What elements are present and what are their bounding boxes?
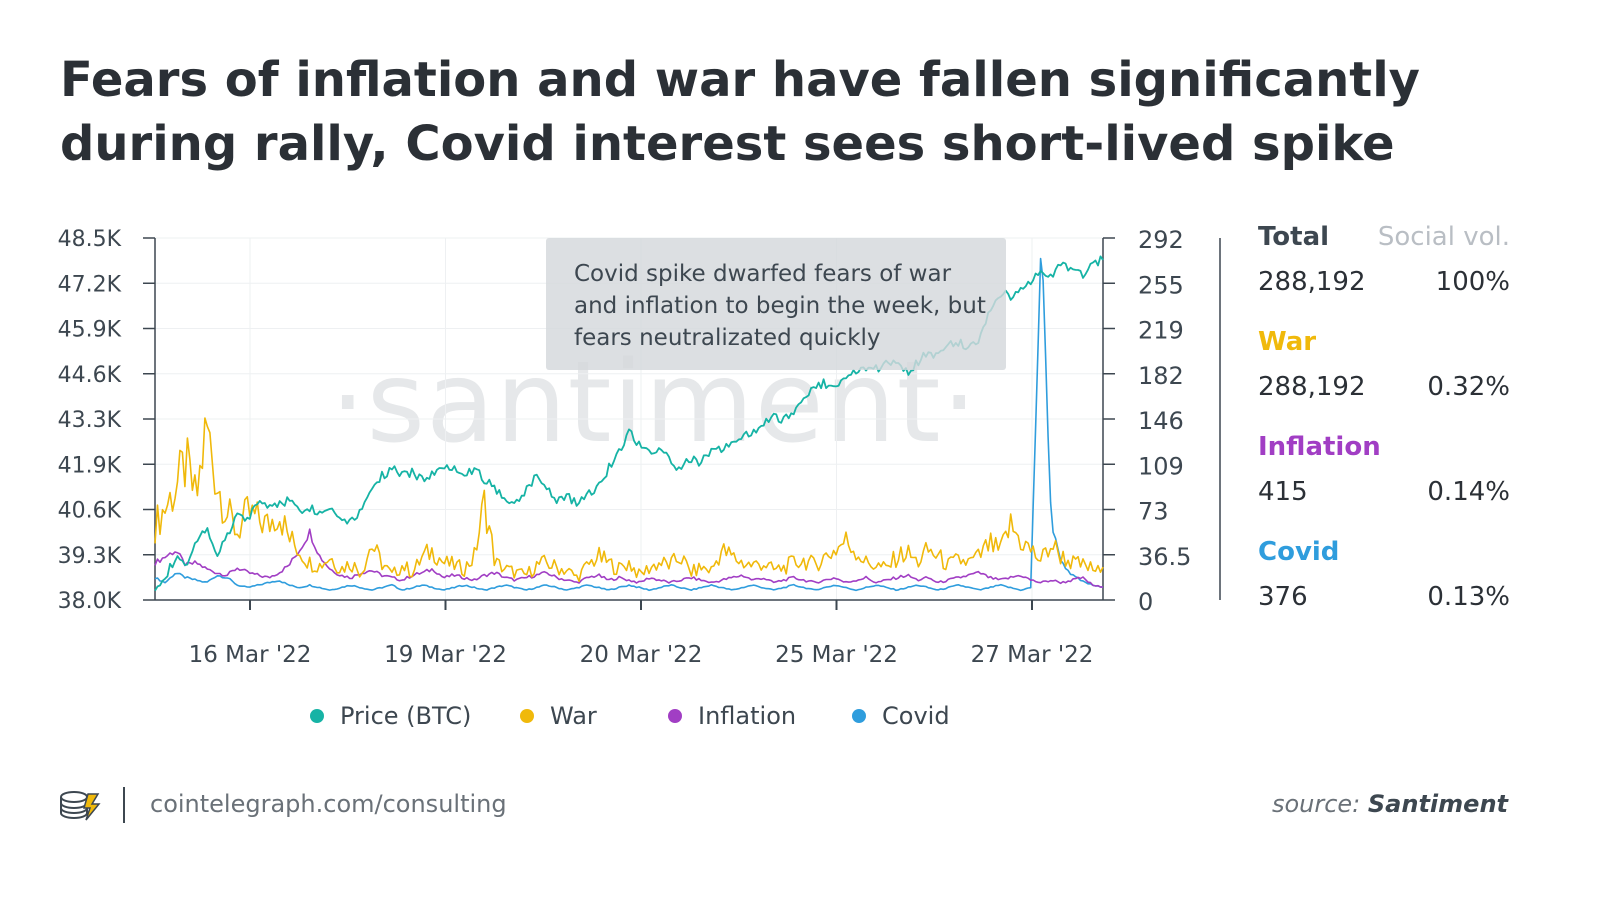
- legend-dot-war: [520, 709, 534, 723]
- legend-label-price: Price (BTC): [340, 702, 472, 730]
- right-tick-label: 182: [1138, 362, 1184, 390]
- total-value: 288,192: [1258, 267, 1366, 297]
- left-tick-label: 48.5K: [58, 227, 122, 252]
- right-tick-label: 292: [1138, 226, 1184, 254]
- source-name: Santiment: [1367, 790, 1508, 818]
- inflation-header-row: Inflation: [1258, 432, 1510, 472]
- legend-item-price[interactable]: Price (BTC): [310, 702, 471, 730]
- legend-item-war[interactable]: War: [520, 702, 597, 730]
- war-label: War: [1258, 327, 1317, 357]
- war-header-row: War: [1258, 327, 1510, 367]
- covid-values-row: 376 0.13%: [1258, 582, 1510, 622]
- series-line-war: [154, 417, 1104, 583]
- annotation-box: Covid spike dwarfed fears of war and inf…: [546, 238, 1006, 370]
- chart-title: Fears of inflation and war have fallen s…: [60, 52, 1420, 172]
- x-tick-label: 19 Mar '22: [384, 642, 507, 668]
- war-values-row: 288,192 0.32%: [1258, 372, 1510, 412]
- series-line-covid: [154, 257, 1104, 592]
- total-header-row: Total Social vol.: [1258, 222, 1510, 262]
- inflation-values-row: 415 0.14%: [1258, 477, 1510, 517]
- total-label: Total: [1258, 222, 1330, 252]
- left-tick-label: 45.9K: [58, 318, 122, 343]
- annotation-text: Covid spike dwarfed fears of war and inf…: [574, 261, 986, 351]
- war-value: 288,192: [1258, 372, 1366, 402]
- legend-label-covid: Covid: [882, 702, 950, 730]
- legend-dot-inflation: [668, 709, 682, 723]
- legend-item-inflation[interactable]: Inflation: [668, 702, 796, 730]
- footer-source: source: Santiment: [1272, 790, 1508, 818]
- source-prefix: source:: [1271, 790, 1361, 818]
- footer-separator: [123, 787, 125, 823]
- covid-pct: 0.13%: [1427, 582, 1510, 612]
- left-tick-label: 43.3K: [58, 408, 122, 433]
- legend-dot-covid: [852, 709, 866, 723]
- cointelegraph-logo-icon: [60, 791, 101, 821]
- covid-value: 376: [1258, 582, 1308, 612]
- x-tick-label: 20 Mar '22: [580, 642, 703, 668]
- total-values-row: 288,192 100%: [1258, 267, 1510, 307]
- right-tick-label: 219: [1138, 317, 1184, 345]
- covid-label: Covid: [1258, 537, 1340, 567]
- inflation-label: Inflation: [1258, 432, 1381, 462]
- x-tick-label: 25 Mar '22: [775, 642, 898, 668]
- right-tick-label: 146: [1138, 407, 1184, 435]
- left-tick-label: 41.9K: [58, 453, 122, 478]
- x-tick-label: 27 Mar '22: [971, 642, 1094, 668]
- war-pct: 0.32%: [1427, 372, 1510, 402]
- inflation-value: 415: [1258, 477, 1308, 507]
- footer-link[interactable]: cointelegraph.com/consulting: [150, 790, 507, 818]
- inflation-pct: 0.14%: [1427, 477, 1510, 507]
- series-line-inflation: [154, 528, 1104, 588]
- right-tick-label: 109: [1138, 452, 1184, 480]
- left-tick-label: 39.3K: [58, 544, 122, 569]
- left-tick-label: 47.2K: [58, 272, 122, 297]
- left-tick-label: 38.0K: [58, 589, 122, 614]
- right-tick-label: 36.5: [1138, 543, 1191, 571]
- legend-label-inflation: Inflation: [698, 702, 797, 730]
- total-pct: 100%: [1435, 267, 1510, 297]
- left-tick-label: 40.6K: [58, 499, 122, 524]
- legend-label-war: War: [550, 702, 597, 730]
- right-tick-label: 73: [1138, 498, 1169, 526]
- covid-header-row: Covid: [1258, 537, 1510, 577]
- social-vol-label: Social vol.: [1377, 222, 1510, 252]
- legend-item-covid[interactable]: Covid: [852, 702, 950, 730]
- right-tick-label: 0: [1138, 588, 1153, 616]
- x-tick-label: 16 Mar '22: [189, 642, 312, 668]
- legend-dot-price: [310, 709, 324, 723]
- right-tick-label: 255: [1138, 271, 1184, 299]
- left-tick-label: 44.6K: [58, 363, 122, 388]
